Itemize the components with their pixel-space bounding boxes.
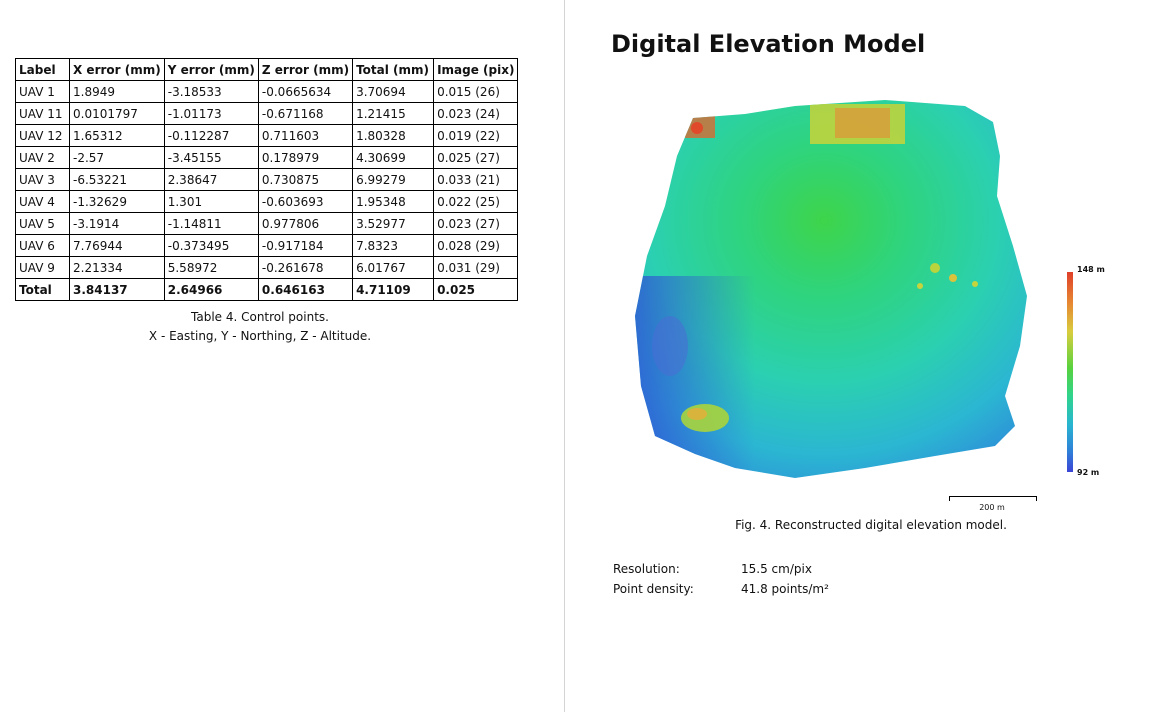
cell-z-error: -0.671168	[257, 102, 354, 125]
cell-y-error: -3.18533	[163, 80, 259, 103]
cell-image: 0.023 (24)	[433, 102, 519, 125]
resolution-value: 15.5 cm/pix	[741, 562, 812, 576]
cell-image: 0.019 (22)	[433, 124, 519, 147]
total-z-error: 0.646163	[257, 278, 354, 301]
cell-x-error: 1.65312	[69, 124, 165, 147]
scale-bar-label: 200 m	[979, 503, 1005, 512]
cell-label: UAV 2	[15, 146, 70, 169]
table-row: UAV 3 -6.53221 2.38647 0.730875 6.99279 …	[15, 168, 519, 191]
cell-z-error: -0.261678	[257, 256, 354, 279]
cell-label: UAV 11	[15, 102, 70, 125]
point-density-value: 41.8 points/m²	[741, 582, 829, 596]
header-label: Label	[15, 58, 70, 81]
cell-total: 7.8323	[352, 234, 435, 257]
total-image: 0.025	[433, 278, 519, 301]
cell-y-error: -3.45155	[163, 146, 259, 169]
table-row: UAV 2 -2.57 -3.45155 0.178979 4.30699 0.…	[15, 146, 519, 169]
cell-y-error: -0.112287	[163, 124, 259, 147]
total-total: 4.71109	[352, 278, 435, 301]
cell-label: UAV 4	[15, 190, 70, 213]
table-caption: Table 4. Control points.	[191, 310, 329, 324]
right-page: Digital Elevation Model	[565, 0, 1153, 712]
header-z-error: Z error (mm)	[257, 58, 354, 81]
cell-x-error: 0.0101797	[69, 102, 165, 125]
cell-label: UAV 9	[15, 256, 70, 279]
scale-bar	[949, 496, 1037, 501]
table-row: UAV 5 -3.1914 -1.14811 0.977806 3.52977 …	[15, 212, 519, 235]
colorbar-max-label: 148 m	[1077, 265, 1105, 274]
cell-x-error: -1.32629	[69, 190, 165, 213]
cell-z-error: -0.917184	[257, 234, 354, 257]
cell-y-error: -1.01173	[163, 102, 259, 125]
table-row: UAV 4 -1.32629 1.301 -0.603693 1.95348 0…	[15, 190, 519, 213]
table-axis-legend: X - Easting, Y - Northing, Z - Altitude.	[148, 329, 372, 343]
table-total-row: Total 3.84137 2.64966 0.646163 4.71109 0…	[15, 278, 519, 301]
cell-total: 4.30699	[352, 146, 435, 169]
cell-image: 0.023 (27)	[433, 212, 519, 235]
cell-label: UAV 6	[15, 234, 70, 257]
cell-label: UAV 12	[15, 124, 70, 147]
table-row: UAV 12 1.65312 -0.112287 0.711603 1.8032…	[15, 124, 519, 147]
cell-total: 1.95348	[352, 190, 435, 213]
cell-y-error: -0.373495	[163, 234, 259, 257]
header-y-error: Y error (mm)	[163, 58, 259, 81]
cell-y-error: 5.58972	[163, 256, 259, 279]
page-divider	[564, 0, 565, 712]
header-total: Total (mm)	[352, 58, 435, 81]
cell-total: 1.21415	[352, 102, 435, 125]
total-y-error: 2.64966	[163, 278, 259, 301]
cell-y-error: 2.38647	[163, 168, 259, 191]
cell-image: 0.015 (26)	[433, 80, 519, 103]
table-row: UAV 1 1.8949 -3.18533 -0.0665634 3.70694…	[15, 80, 519, 103]
cell-y-error: 1.301	[163, 190, 259, 213]
cell-x-error: 2.21334	[69, 256, 165, 279]
cell-z-error: 0.178979	[257, 146, 354, 169]
cell-total: 6.01767	[352, 256, 435, 279]
elevation-colorbar	[1067, 272, 1073, 472]
cell-label: UAV 5	[15, 212, 70, 235]
cell-y-error: -1.14811	[163, 212, 259, 235]
cell-total: 3.70694	[352, 80, 435, 103]
cell-total: 1.80328	[352, 124, 435, 147]
cell-label: UAV 1	[15, 80, 70, 103]
cell-z-error: 0.730875	[257, 168, 354, 191]
cell-image: 0.028 (29)	[433, 234, 519, 257]
cell-image: 0.025 (27)	[433, 146, 519, 169]
header-x-error: X error (mm)	[69, 58, 165, 81]
table-row: UAV 6 7.76944 -0.373495 -0.917184 7.8323…	[15, 234, 519, 257]
cell-x-error: -6.53221	[69, 168, 165, 191]
cell-x-error: 7.76944	[69, 234, 165, 257]
total-x-error: 3.84137	[69, 278, 165, 301]
cell-z-error: 0.977806	[257, 212, 354, 235]
cell-x-error: -2.57	[69, 146, 165, 169]
colorbar-min-label: 92 m	[1077, 468, 1100, 477]
table-row: UAV 11 0.0101797 -1.01173 -0.671168 1.21…	[15, 102, 519, 125]
control-points-table: Label X error (mm) Y error (mm) Z error …	[15, 58, 519, 301]
table-header-row: Label X error (mm) Y error (mm) Z error …	[15, 58, 519, 81]
cell-z-error: -0.0665634	[257, 80, 354, 103]
point-density-label: Point density:	[613, 582, 694, 596]
cell-z-error: 0.711603	[257, 124, 354, 147]
cell-z-error: -0.603693	[257, 190, 354, 213]
figure-caption: Fig. 4. Reconstructed digital elevation …	[735, 518, 1007, 532]
cell-image: 0.022 (25)	[433, 190, 519, 213]
cell-image: 0.031 (29)	[433, 256, 519, 279]
cell-image: 0.033 (21)	[433, 168, 519, 191]
dem-title: Digital Elevation Model	[611, 30, 926, 58]
resolution-label: Resolution:	[613, 562, 680, 576]
table-row: UAV 9 2.21334 5.58972 -0.261678 6.01767 …	[15, 256, 519, 279]
cell-x-error: -3.1914	[69, 212, 165, 235]
header-image: Image (pix)	[433, 58, 519, 81]
left-page: Label X error (mm) Y error (mm) Z error …	[0, 0, 564, 712]
cell-total: 6.99279	[352, 168, 435, 191]
total-label: Total	[15, 278, 70, 301]
cell-label: UAV 3	[15, 168, 70, 191]
cell-x-error: 1.8949	[69, 80, 165, 103]
elevation-map-image	[635, 100, 1027, 478]
cell-total: 3.52977	[352, 212, 435, 235]
